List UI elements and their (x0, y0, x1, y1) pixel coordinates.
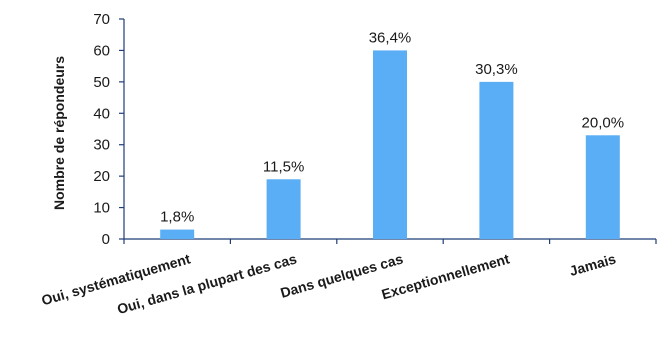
data-label: 36,4% (369, 29, 412, 46)
y-axis-label: Nombre de répondeurs (51, 56, 67, 210)
y-axis: 0 10 20 30 40 50 60 70 (93, 11, 124, 248)
y-tick-label: 70 (93, 11, 110, 28)
data-label: 20,0% (582, 114, 625, 131)
y-tick-label: 30 (93, 137, 110, 154)
y-tick-label: 10 (93, 200, 110, 217)
category-label: Jamais (568, 250, 618, 279)
data-label: 30,3% (475, 61, 518, 78)
bar (586, 135, 620, 239)
y-tick-label: 40 (93, 105, 110, 122)
y-tick-label: 50 (93, 74, 110, 91)
y-tick-label: 0 (102, 231, 110, 248)
bar (479, 82, 513, 239)
y-tick-label: 60 (93, 42, 110, 59)
data-label: 1,8% (160, 209, 194, 226)
bar (373, 50, 407, 239)
category-label: Oui, dans la plupart des cas (115, 250, 298, 317)
bars (160, 50, 620, 239)
bar (160, 230, 194, 239)
x-axis (124, 239, 656, 244)
bar (267, 179, 301, 239)
data-label: 11,5% (263, 158, 304, 175)
y-tick-label: 20 (93, 168, 110, 185)
